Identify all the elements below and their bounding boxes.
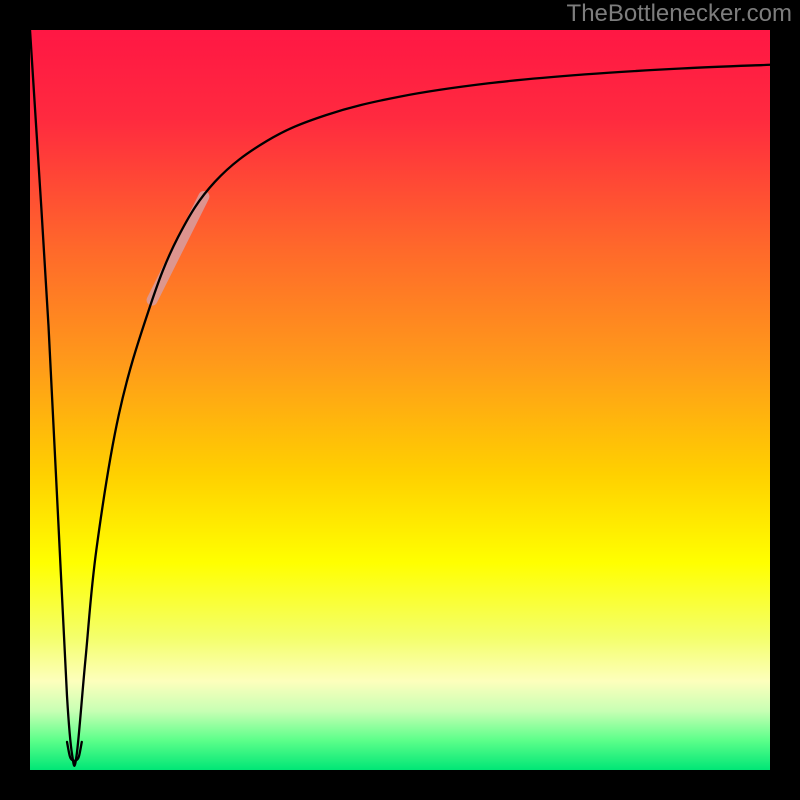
chart-container: TheBottlenecker.com: [0, 0, 800, 800]
attribution-link[interactable]: TheBottlenecker.com: [567, 0, 792, 28]
plot-background: [30, 30, 770, 770]
attribution-text[interactable]: TheBottlenecker.com: [567, 0, 792, 27]
bottleneck-curve-chart: [0, 0, 800, 800]
